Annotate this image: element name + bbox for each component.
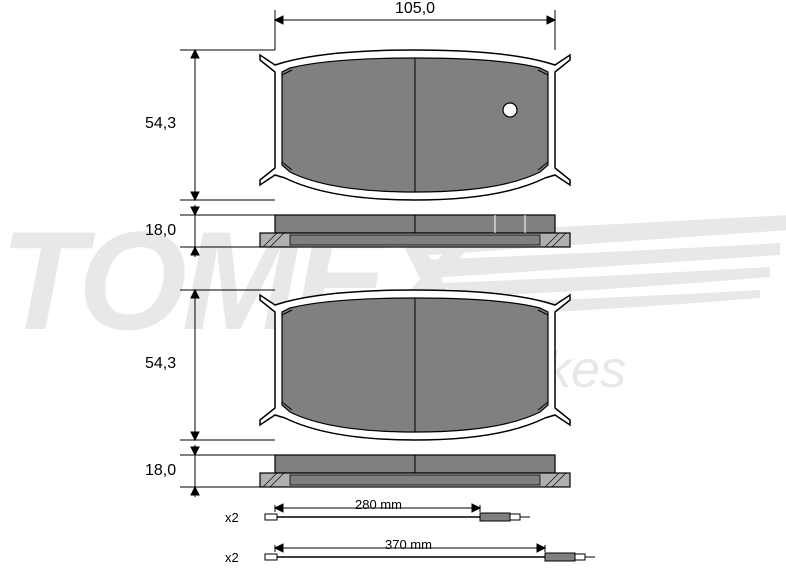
- thickness-dimension-2: [180, 445, 275, 497]
- thickness-dimension-1: [180, 205, 275, 257]
- brake-pad-1-side: [260, 215, 570, 247]
- technical-diagram: [0, 0, 786, 579]
- height-dimension-2: [180, 290, 275, 440]
- height-dimension-1: [180, 50, 275, 200]
- sensor-cable-1: [265, 504, 530, 521]
- width-dimension: [275, 10, 555, 50]
- brake-pad-2-front: [260, 290, 570, 440]
- brake-pad-1-front: [260, 50, 570, 200]
- brake-pad-2-side: [260, 455, 570, 487]
- sensor-cable-2: [265, 544, 595, 561]
